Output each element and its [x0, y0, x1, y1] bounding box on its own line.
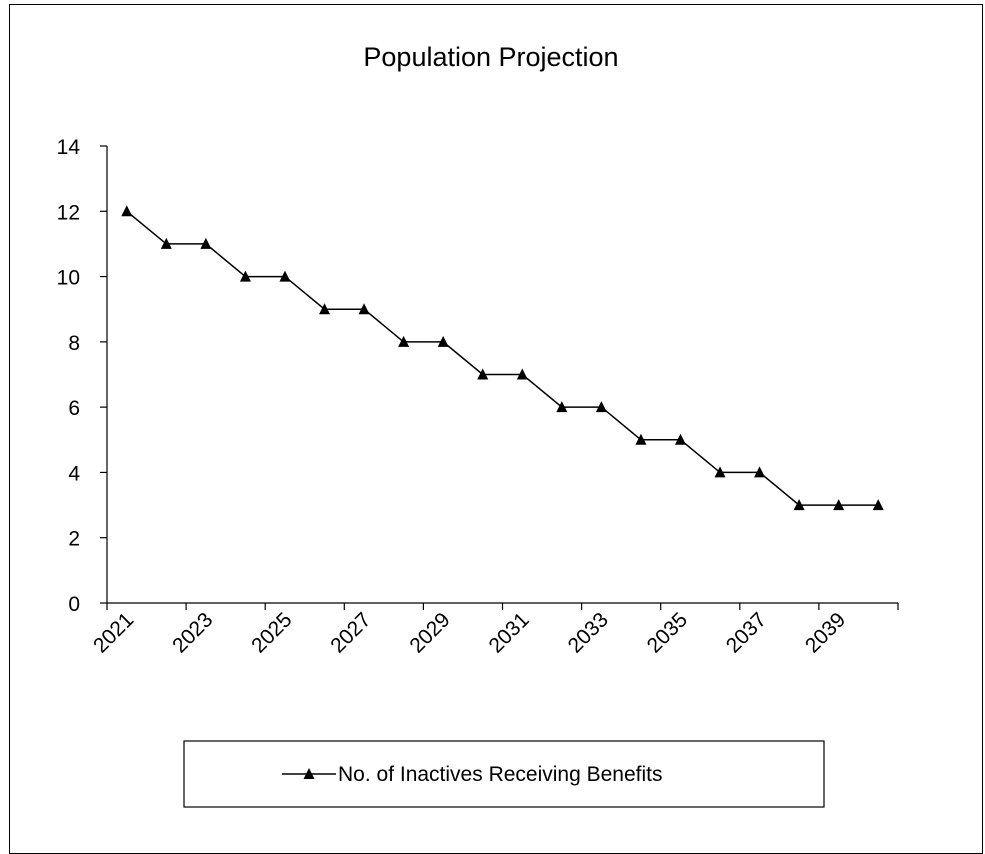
data-point-marker	[319, 303, 331, 315]
data-point-marker	[239, 270, 251, 282]
x-tick-label: 2033	[564, 608, 613, 657]
chart-frame	[9, 4, 983, 854]
legend-triangle-marker	[303, 768, 315, 779]
data-point-marker	[674, 433, 686, 445]
y-tick-label: 14	[57, 136, 81, 159]
y-tick-label: 12	[57, 201, 80, 224]
y-tick-label: 4	[68, 462, 80, 485]
x-tick-label: 2029	[405, 608, 454, 657]
data-point-marker	[793, 499, 805, 511]
x-tick-label: 2023	[168, 608, 217, 657]
legend-label: No. of Inactives Receiving Benefits	[338, 763, 663, 786]
data-point-marker	[398, 335, 410, 347]
y-tick-label: 8	[68, 332, 80, 355]
data-point-marker	[200, 237, 212, 249]
series-layer	[121, 205, 884, 511]
y-tick-label: 10	[57, 267, 80, 290]
data-point-marker	[872, 499, 884, 511]
data-point-marker	[754, 466, 766, 478]
data-point-marker	[160, 237, 172, 249]
data-point-marker	[121, 205, 133, 217]
data-point-marker	[516, 368, 528, 380]
data-point-marker	[833, 499, 845, 511]
y-tick-label: 0	[68, 593, 80, 616]
x-axis: 2021 2023 2025 2027 2029 2031 2033 2035 2037 2039	[89, 602, 899, 658]
x-tick-label: 2027	[326, 608, 375, 657]
series-line	[126, 210, 879, 506]
data-point-marker	[477, 368, 489, 380]
x-tick-label: 2025	[247, 608, 296, 657]
legend: No. of Inactives Receiving Benefits	[183, 740, 825, 808]
x-tick-label: 2039	[801, 608, 850, 657]
x-tick-label: 2031	[485, 608, 534, 657]
y-axis: 0 2 4 6 8 10 12 14	[57, 136, 108, 616]
data-point-marker	[279, 270, 291, 282]
data-point-marker	[714, 466, 726, 478]
data-point-marker	[556, 401, 568, 413]
data-point-marker	[595, 401, 607, 413]
y-tick-label: 6	[68, 397, 80, 420]
x-tick-label: 2021	[89, 608, 138, 657]
data-point-marker	[635, 433, 647, 445]
chart-title: Population Projection	[363, 42, 618, 72]
x-tick-label: 2037	[722, 608, 771, 657]
y-tick-label: 2	[68, 528, 80, 551]
data-point-marker	[437, 335, 449, 347]
data-point-marker	[358, 303, 370, 315]
x-tick-label: 2035	[643, 608, 692, 657]
